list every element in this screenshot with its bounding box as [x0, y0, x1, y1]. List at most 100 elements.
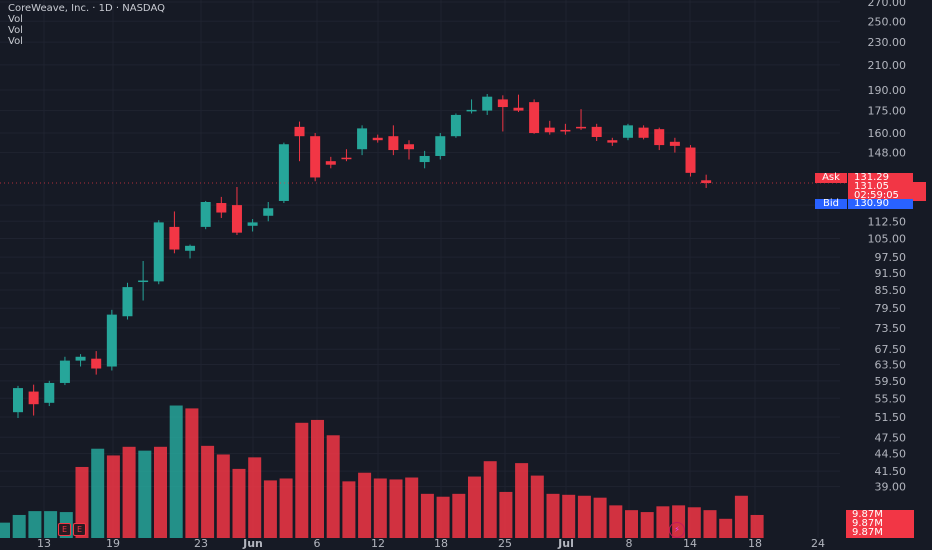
volume-bar	[91, 448, 105, 538]
volume-bar	[405, 477, 419, 538]
candle-body	[91, 358, 102, 369]
volume-bar	[263, 480, 277, 538]
candle	[153, 220, 164, 285]
price-tick-label: 55.50	[875, 392, 907, 405]
price-tick-label: 230.00	[868, 36, 907, 49]
time-tick-label: 19	[106, 537, 120, 550]
symbol-title[interactable]: CoreWeave, Inc. · 1D · NASDAQ	[8, 3, 165, 14]
candle-body	[28, 391, 39, 405]
candle	[513, 94, 524, 113]
candle	[231, 186, 242, 236]
volume-indicator-label-3[interactable]: Vol	[8, 36, 23, 47]
candle	[200, 200, 211, 230]
volume-indicator-label-2[interactable]: Vol	[8, 25, 23, 36]
price-tick-label: 190.00	[868, 84, 907, 97]
candle	[278, 142, 289, 204]
candle	[544, 120, 555, 135]
volume-value-tag: 9.87M	[846, 519, 914, 529]
bid-label: Bid	[815, 199, 847, 209]
candle-body	[138, 280, 149, 283]
price-tick-label: 97.50	[875, 251, 907, 264]
candle-body	[169, 226, 180, 250]
volume-bar	[28, 511, 42, 538]
candle-body	[685, 147, 696, 173]
price-tick-label: 63.50	[875, 359, 907, 372]
volume-bar	[0, 522, 10, 538]
time-tick-label: 13	[37, 537, 51, 550]
volume-bar	[640, 512, 654, 538]
lightning-icon[interactable]: ⚡	[669, 522, 685, 538]
price-tick-label: 41.50	[875, 465, 907, 478]
candle	[669, 137, 680, 153]
candle	[497, 95, 508, 132]
candle	[216, 196, 227, 218]
candle	[450, 113, 461, 138]
candle-body	[404, 144, 414, 150]
candle-body	[669, 141, 680, 146]
time-tick-label: 25	[498, 537, 512, 550]
candle-body	[200, 201, 211, 227]
candle	[404, 140, 414, 160]
candle-body	[591, 126, 602, 137]
volume-bar	[499, 491, 513, 538]
price-tick-label: 250.00	[868, 15, 907, 28]
candle-body	[372, 137, 383, 141]
volume-indicator-label-1[interactable]: Vol	[8, 14, 23, 25]
candle-body	[482, 96, 493, 111]
candle	[169, 211, 180, 254]
price-tick-label: 175.00	[868, 105, 907, 118]
volume-bar	[750, 514, 764, 538]
candle	[591, 123, 602, 141]
candle-body	[325, 161, 336, 165]
volume-bar	[44, 511, 58, 538]
volume-bar	[373, 478, 387, 538]
price-tick-label: 112.50	[868, 215, 907, 228]
candle	[622, 123, 633, 141]
candle	[701, 174, 712, 188]
volume-value-tag: 9.87M	[846, 528, 914, 538]
volume-bar	[311, 419, 324, 538]
time-tick-label: 24	[811, 537, 825, 550]
volume-bar	[358, 472, 372, 538]
earnings-badge[interactable]: E	[58, 523, 71, 536]
volume-bar	[593, 497, 607, 538]
candle	[75, 354, 86, 367]
volume-bar	[452, 493, 466, 538]
candle	[13, 385, 23, 418]
candle-body	[435, 136, 446, 156]
candle-body	[388, 136, 399, 151]
volume-bar	[562, 494, 576, 538]
volume-bar	[609, 505, 623, 538]
candle	[372, 134, 383, 143]
volume-bar	[248, 457, 262, 538]
candle-body	[622, 125, 633, 138]
price-tick-label: 47.50	[875, 431, 907, 444]
candle	[106, 309, 117, 371]
candle-body	[560, 129, 571, 132]
candle	[576, 109, 587, 130]
candle-body	[529, 102, 540, 134]
price-tick-label: 105.00	[868, 233, 907, 246]
price-tick-label: 67.50	[875, 343, 907, 356]
price-tick-label: 160.00	[868, 127, 907, 140]
earnings-badge[interactable]: E	[73, 523, 86, 536]
candle	[654, 127, 665, 151]
candle	[185, 244, 196, 259]
volume-bars	[0, 405, 764, 538]
volume-bar	[154, 446, 167, 538]
candle	[59, 356, 70, 386]
candle	[341, 149, 352, 162]
time-tick-label: 23	[194, 537, 208, 550]
candle	[435, 133, 446, 160]
time-tick-label: 18	[748, 537, 762, 550]
volume-bar	[185, 408, 199, 538]
candle-body	[294, 126, 305, 137]
volume-bar	[436, 496, 450, 538]
candle-body	[638, 127, 649, 138]
candle-body	[247, 222, 258, 226]
volume-bar	[138, 450, 152, 538]
volume-bar	[295, 422, 309, 538]
volume-bar	[656, 506, 670, 538]
